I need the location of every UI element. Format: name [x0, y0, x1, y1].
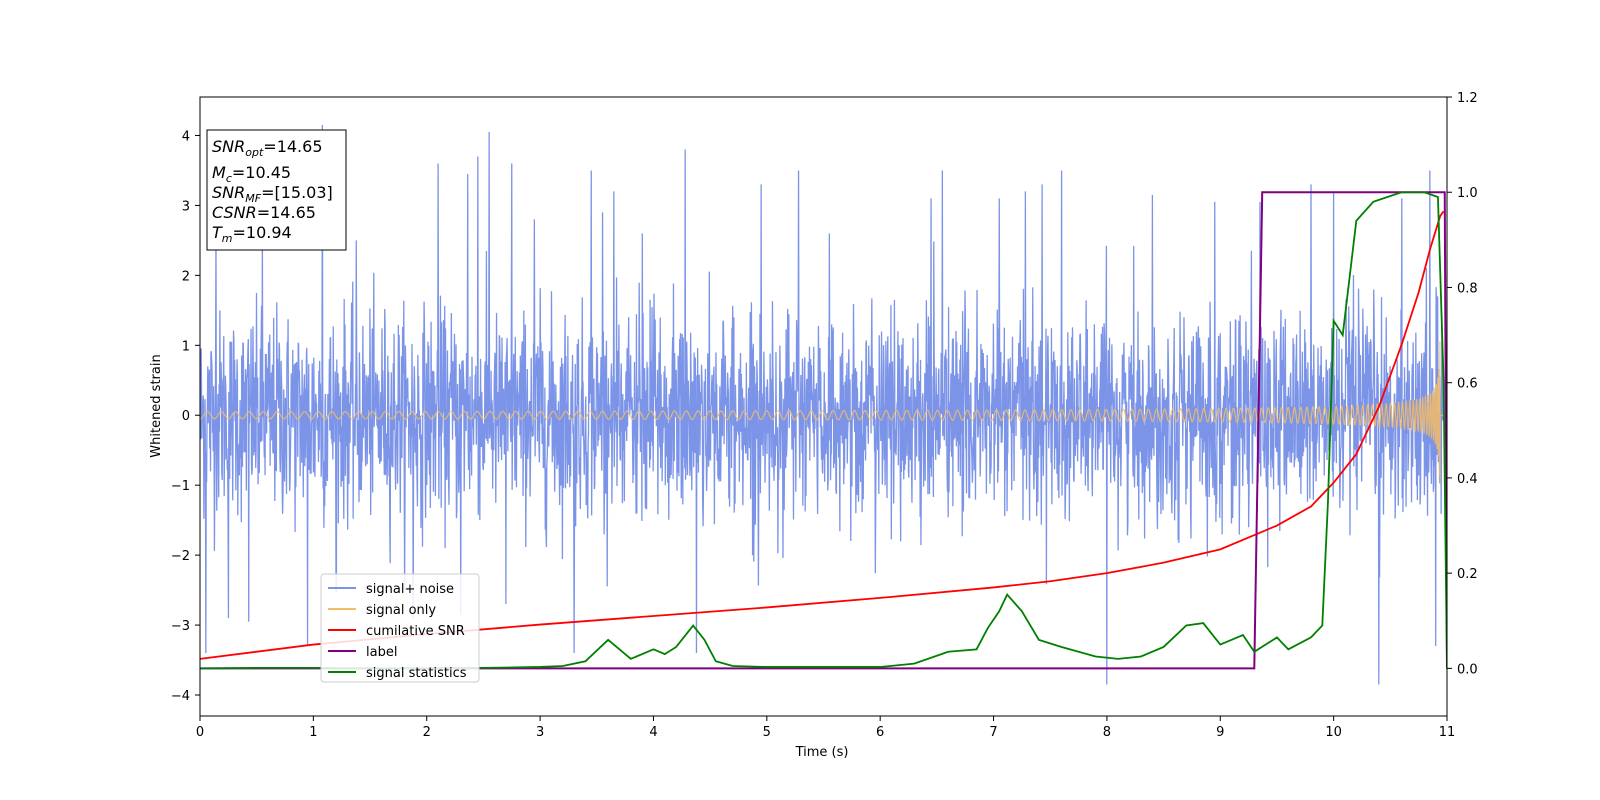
- info-tm: Tm=10.94: [212, 223, 292, 245]
- legend: signal+ noise signal only cumilative SNR la…: [320, 573, 480, 683]
- y-tick-label: −2: [171, 549, 190, 564]
- x-axis-label: Time (s): [795, 745, 849, 760]
- y-tick-label: 1: [182, 339, 190, 354]
- info-snr-opt: SNRopt=14.65: [212, 137, 323, 159]
- legend-label: cumilative SNR: [366, 624, 465, 639]
- y2-tick-label: 1.2: [1457, 91, 1478, 106]
- x-tick-label: 8: [1103, 725, 1111, 740]
- y-axis-left: −4 −3 −2 −1 0 1 2 3 4: [171, 129, 200, 704]
- y-axis-label: Whitened strain: [149, 354, 164, 457]
- legend-label: signal only: [366, 603, 436, 618]
- y-tick-label: 4: [182, 129, 190, 144]
- x-axis: 0 1 2 3 4 5 6 7 8 9 10 11: [196, 716, 1455, 740]
- y2-tick-label: 0.4: [1457, 472, 1478, 487]
- info-box-frame: [206, 129, 347, 251]
- legend-label: label: [366, 645, 397, 660]
- plot-frame: [199, 96, 1448, 717]
- x-tick-label: 3: [536, 725, 544, 740]
- x-tick-label: 9: [1216, 725, 1224, 740]
- series-line-signal-statistics: [200, 191, 1447, 670]
- x-tick-label: 6: [876, 725, 884, 740]
- y2-tick-label: 0.6: [1457, 377, 1478, 392]
- y-tick-label: −1: [171, 479, 190, 494]
- y2-tick-label: 0.2: [1457, 567, 1478, 582]
- x-tick-label: 4: [649, 725, 657, 740]
- info-box: SNRopt=14.65 Mc=10.45 SNRMF=[15.03] CSNR…: [206, 129, 347, 251]
- x-tick-label: 7: [989, 725, 997, 740]
- y-axis-right: 0.0 0.2 0.4 0.6 0.8 1.0 1.2: [1447, 91, 1478, 677]
- x-tick-label: 11: [1439, 725, 1456, 740]
- y-tick-label: −3: [171, 619, 190, 634]
- y-tick-label: −4: [171, 689, 190, 704]
- x-tick-label: 10: [1325, 725, 1342, 740]
- info-csnr: CSNR=14.65: [212, 203, 316, 222]
- y2-tick-label: 0.8: [1457, 281, 1478, 296]
- plot-area: [200, 124, 1447, 685]
- x-tick-label: 1: [309, 725, 317, 740]
- x-tick-label: 5: [763, 725, 771, 740]
- series-line-signal-plus-noise: [200, 124, 1447, 685]
- y-tick-label: 0: [182, 409, 190, 424]
- info-mc: Mc=10.45: [212, 163, 291, 185]
- series-line-signal-only: [200, 341, 1447, 485]
- y2-tick-label: 1.0: [1457, 186, 1478, 201]
- x-tick-label: 2: [423, 725, 431, 740]
- legend-frame: [320, 573, 480, 683]
- legend-label: signal+ noise: [366, 582, 454, 597]
- y2-tick-label: 0.0: [1457, 662, 1478, 677]
- series-line-cumilative-snr: [200, 210, 1445, 660]
- x-tick-label: 0: [196, 725, 204, 740]
- series-line-label: [200, 191, 1447, 670]
- info-snr-mf: SNRMF=[15.03]: [212, 183, 333, 205]
- legend-label: signal statistics: [366, 666, 467, 681]
- y-tick-label: 2: [182, 269, 190, 284]
- y-tick-label: 3: [182, 199, 190, 214]
